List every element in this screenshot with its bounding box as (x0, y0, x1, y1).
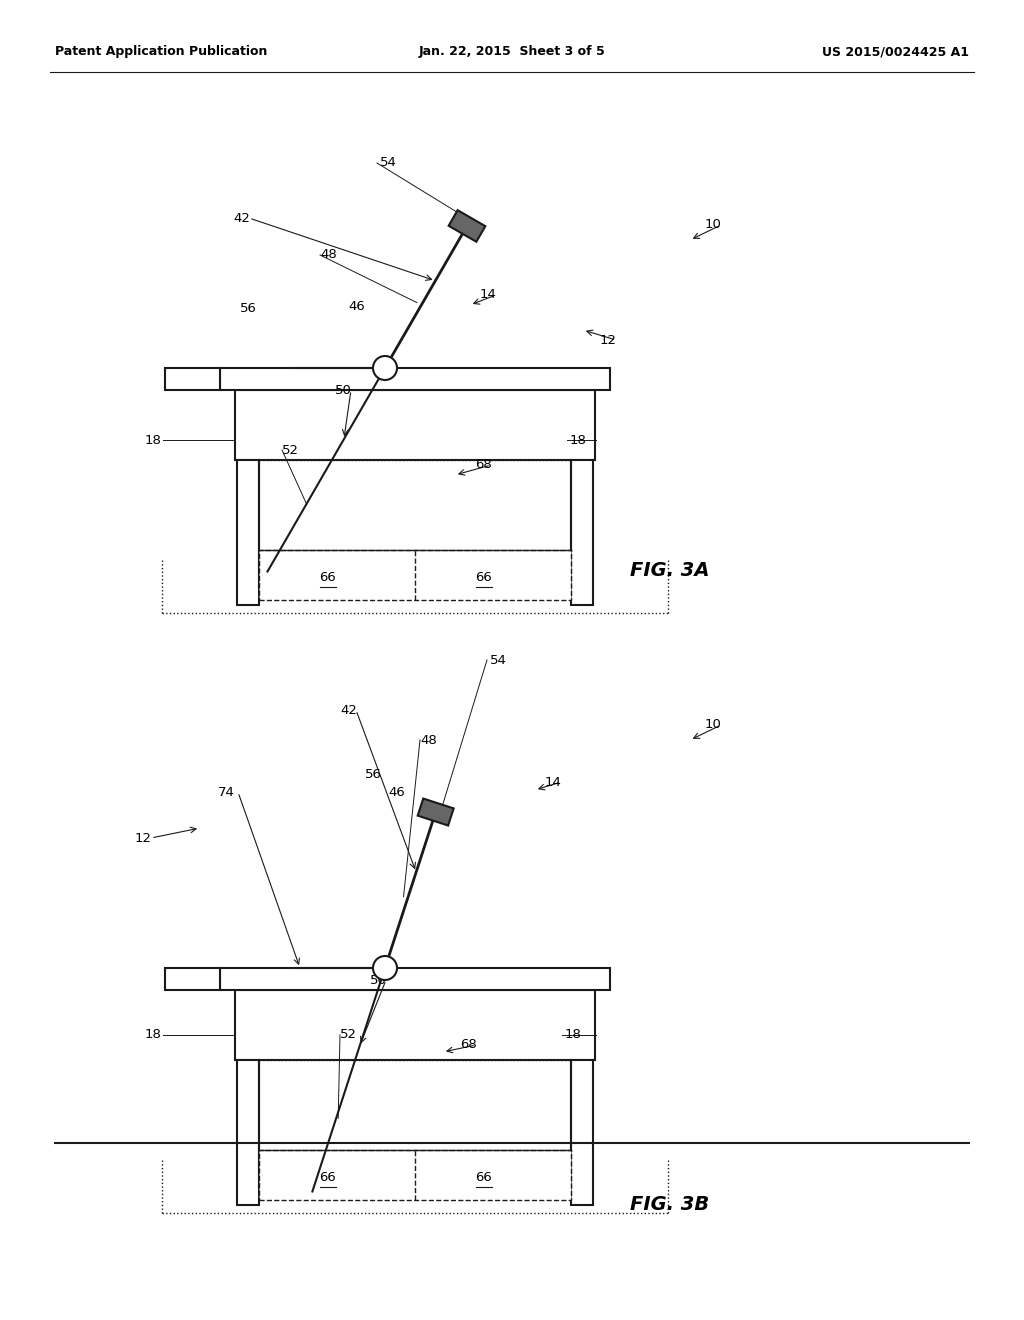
Circle shape (373, 356, 397, 380)
Text: 42: 42 (340, 704, 357, 717)
Bar (571, 1060, 593, 1205)
Bar (571, 459, 593, 605)
Bar (259, 550, 571, 601)
Text: 66: 66 (475, 572, 492, 583)
Text: 42: 42 (233, 211, 250, 224)
Bar (237, 459, 259, 605)
Text: 10: 10 (705, 718, 722, 731)
Text: 66: 66 (319, 1171, 336, 1184)
Text: 48: 48 (319, 248, 337, 261)
Bar (234, 990, 595, 1060)
Bar (220, 968, 610, 990)
Text: 50: 50 (370, 974, 387, 986)
Bar (259, 1150, 571, 1200)
Text: 56: 56 (365, 768, 382, 781)
Polygon shape (418, 799, 454, 825)
Text: 56: 56 (240, 301, 257, 314)
Text: 18: 18 (145, 433, 162, 446)
Text: 68: 68 (475, 458, 492, 471)
Text: 52: 52 (340, 1028, 357, 1041)
Text: 14: 14 (545, 776, 562, 788)
Circle shape (373, 956, 397, 979)
Text: 18: 18 (570, 433, 587, 446)
Text: 46: 46 (348, 301, 365, 314)
Text: FIG. 3A: FIG. 3A (630, 561, 710, 579)
Polygon shape (449, 210, 485, 242)
Text: 48: 48 (420, 734, 437, 747)
Text: 54: 54 (380, 157, 397, 169)
Text: 66: 66 (475, 1171, 492, 1184)
Text: 12: 12 (600, 334, 617, 346)
Bar (234, 389, 595, 459)
Text: 12: 12 (135, 832, 152, 845)
Text: 10: 10 (705, 219, 722, 231)
Text: 52: 52 (282, 444, 299, 457)
Text: 18: 18 (145, 1028, 162, 1041)
Bar (220, 368, 610, 389)
Bar (165, 368, 220, 389)
Text: 46: 46 (388, 785, 404, 799)
Text: 14: 14 (480, 289, 497, 301)
Text: 74: 74 (218, 785, 234, 799)
Text: Patent Application Publication: Patent Application Publication (55, 45, 267, 58)
Text: 50: 50 (335, 384, 352, 396)
Text: 18: 18 (565, 1028, 582, 1041)
Bar (165, 968, 220, 990)
Text: US 2015/0024425 A1: US 2015/0024425 A1 (822, 45, 969, 58)
Text: 54: 54 (490, 653, 507, 667)
Text: Jan. 22, 2015  Sheet 3 of 5: Jan. 22, 2015 Sheet 3 of 5 (419, 45, 605, 58)
Text: FIG. 3B: FIG. 3B (630, 1196, 710, 1214)
Bar (237, 1060, 259, 1205)
Text: 66: 66 (319, 572, 336, 583)
Text: 68: 68 (460, 1039, 477, 1052)
